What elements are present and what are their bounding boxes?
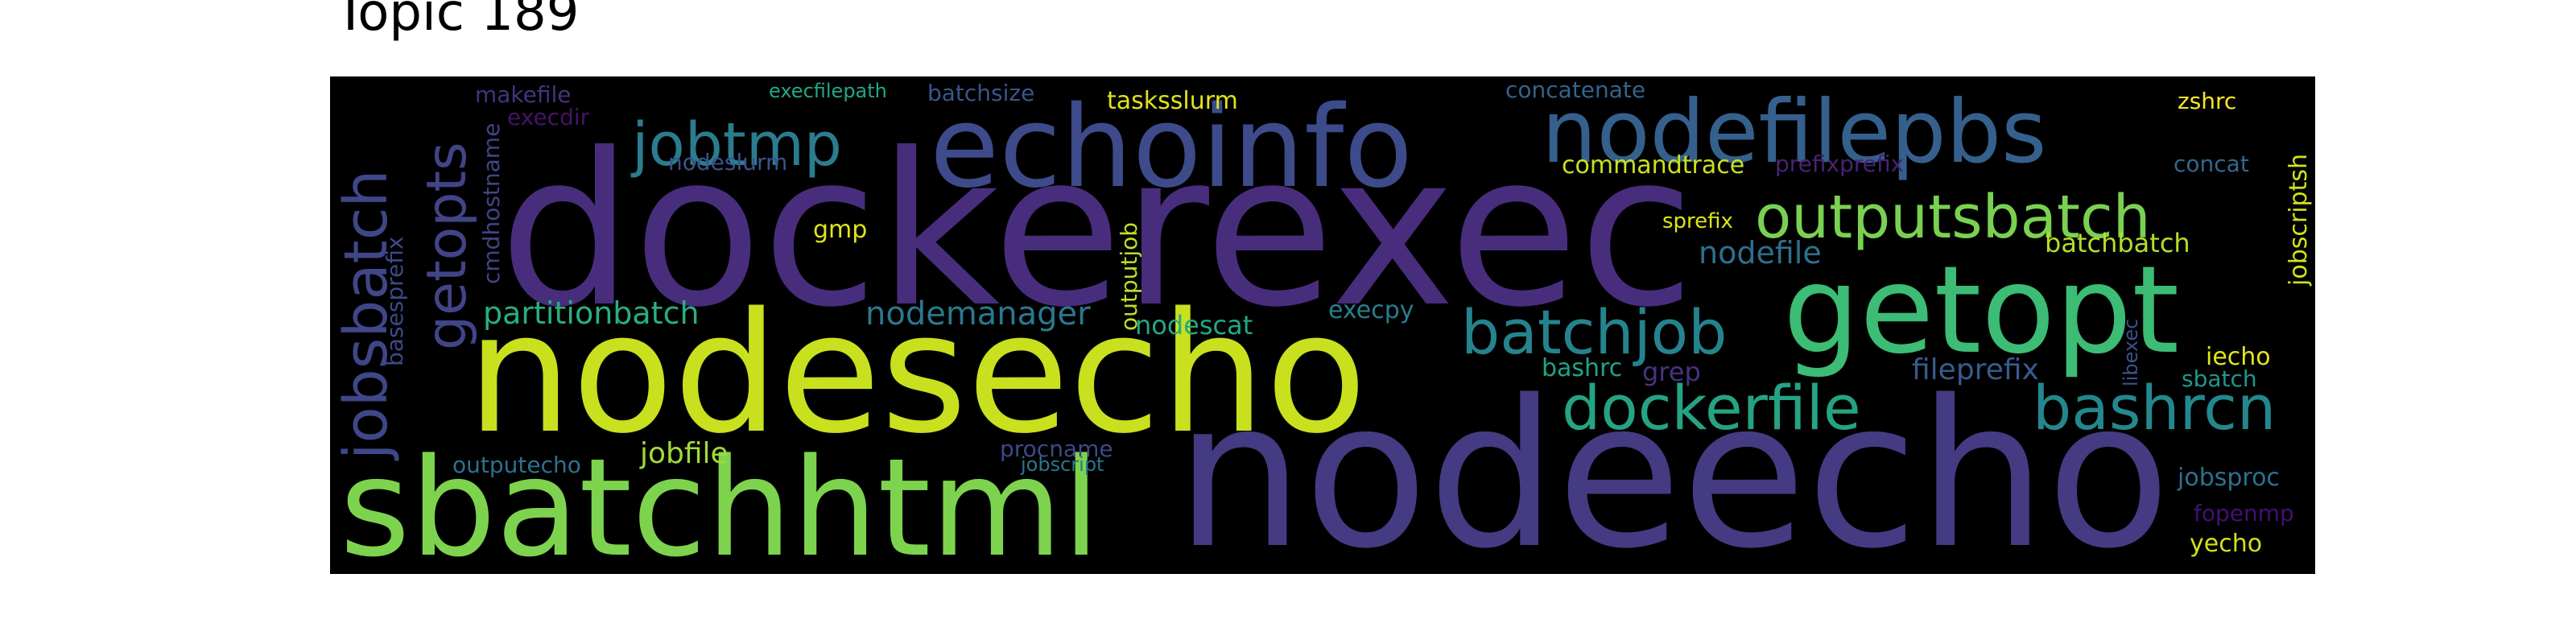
word-execdir: execdir [507, 104, 590, 130]
word-execfilepath: execfilepath [769, 80, 887, 102]
word-nodemanager: nodemanager [865, 295, 1091, 332]
word-partitionbatch: partitionbatch [483, 295, 700, 331]
word-gmp: gmp [813, 216, 867, 244]
word-jobsbatch: jobsbatch [332, 170, 401, 461]
word-zshrc: zshrc [2178, 88, 2236, 114]
word-jobfile: jobfile [639, 437, 729, 470]
word-yecho: yecho [2190, 530, 2262, 558]
word-sbatch: sbatch [2182, 365, 2257, 392]
word-nodefile: nodefile [1699, 235, 1822, 270]
word-procname: procname [1000, 436, 1113, 462]
word-bashrc: bashrc [1542, 354, 1622, 382]
word-tasksslurm: tasksslurm [1107, 87, 1238, 115]
word-jobscript: jobscript [1020, 453, 1104, 476]
word-sprefix: sprefix [1662, 209, 1733, 233]
word-libexec: libexec [2120, 319, 2142, 386]
word-fopenmp: fopenmp [2194, 500, 2294, 526]
word-nodesecho: nodesecho [467, 277, 1367, 470]
word-dockerfile: dockerfile [1562, 372, 1861, 444]
word-outputjob: outputjob [1116, 222, 1142, 331]
word-concat: concat [2174, 151, 2249, 177]
word-cloud: dockerexec nodeecho nodesecho sbatchhtml ech… [330, 76, 2315, 574]
word-concatenate: concatenate [1505, 76, 1645, 103]
word-getopt: getopt [1783, 241, 2179, 381]
word-jobtmp: jobtmp [630, 110, 842, 180]
word-batchsize: batchsize [927, 80, 1034, 106]
word-nodeecho: nodeecho [1175, 357, 2170, 574]
word-cmdhostname: cmdhostname [478, 123, 505, 284]
word-nodescat: nodescat [1135, 310, 1253, 341]
word-bashrcn: bashrcn [2033, 372, 2276, 444]
word-prefixprefix: prefixprefix [1775, 151, 1904, 177]
word-fileprefix: fileprefix [1912, 353, 2039, 386]
word-batchjob: batchjob [1461, 296, 1727, 368]
word-nodefilepbs: nodefilepbs [1542, 82, 2046, 183]
word-basesprefix: basesprefix [382, 237, 408, 366]
word-grep: grep [1642, 357, 1701, 387]
word-makefile: makefile [475, 81, 572, 108]
word-jobsproc: jobsproc [2177, 464, 2280, 492]
word-batchbatch: batchbatch [2045, 228, 2190, 258]
word-execpy: execpy [1328, 296, 1414, 324]
word-dockerexec: dockerexec [499, 108, 1695, 353]
word-iecho: iecho [2206, 343, 2271, 371]
word-nodeslurm: nodeslurm [668, 149, 787, 175]
word-outputecho: outputecho [452, 452, 581, 478]
word-commandtrace: commandtrace [1562, 151, 1744, 180]
word-sbatchhtml: sbatchhtml [340, 429, 1100, 574]
word-echoinfo: echoinfo [930, 82, 1413, 213]
word-jobscriptsh: jobscriptsh [2285, 154, 2313, 287]
word-getopts: getopts [415, 142, 479, 350]
figure-title: Topic 189 [335, 0, 580, 43]
word-outputsbatch: outputsbatch [1755, 183, 2151, 252]
